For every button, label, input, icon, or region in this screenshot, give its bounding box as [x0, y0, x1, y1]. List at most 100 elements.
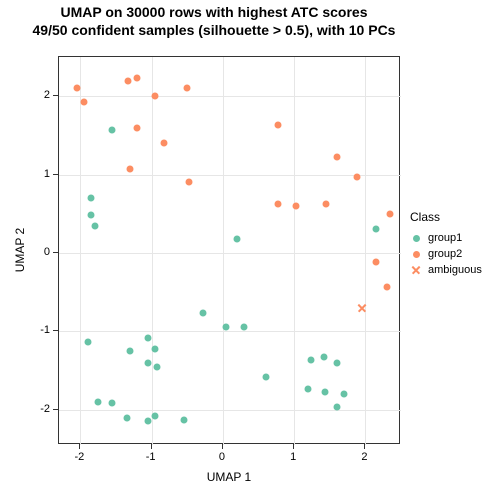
data-point-group2	[387, 210, 394, 217]
data-point-group1	[84, 338, 91, 345]
data-point-group2	[127, 166, 134, 173]
legend-swatch	[410, 232, 422, 244]
y-tick-label: -1	[40, 324, 50, 336]
x-tick-mark	[293, 444, 294, 449]
data-point-group1	[241, 323, 248, 330]
chart-title: UMAP on 30000 rows with highest ATC scor…	[0, 4, 428, 39]
data-point-group1	[109, 126, 116, 133]
data-point-group1	[373, 226, 380, 233]
x-tick-label: 2	[361, 451, 367, 463]
data-point-group1	[152, 412, 159, 419]
y-tick-mark	[53, 409, 58, 410]
data-point-group2	[373, 259, 380, 266]
data-point-group2	[293, 202, 300, 209]
data-point-group2	[134, 75, 141, 82]
y-tick-label: -2	[40, 403, 50, 415]
data-point-group1	[234, 235, 241, 242]
y-tick-label: 2	[44, 89, 50, 101]
x-tick-label: -1	[146, 451, 156, 463]
data-point-group2	[125, 77, 132, 84]
data-point-group1	[262, 373, 269, 380]
data-point-group2	[274, 201, 281, 208]
cross-icon	[411, 265, 421, 275]
data-point-group1	[333, 359, 340, 366]
legend-swatch	[410, 248, 422, 260]
scatter-chart: UMAP on 30000 rows with highest ATC scor…	[0, 0, 504, 504]
data-point-group1	[88, 212, 95, 219]
y-tick-mark	[53, 95, 58, 96]
data-point-group2	[73, 85, 80, 92]
data-point-group1	[341, 391, 348, 398]
data-point-group1	[95, 398, 102, 405]
legend-label: group1	[428, 232, 462, 244]
data-point-group2	[353, 173, 360, 180]
data-point-group2	[152, 93, 159, 100]
data-point-group2	[80, 99, 87, 106]
data-point-group1	[223, 324, 230, 331]
x-tick-mark	[222, 444, 223, 449]
x-tick-mark	[364, 444, 365, 449]
data-point-group1	[321, 354, 328, 361]
x-tick-label: 0	[219, 451, 225, 463]
legend-swatch	[410, 264, 422, 276]
legend-label: group2	[428, 248, 462, 260]
legend-label: ambiguous	[428, 264, 482, 276]
legend-item: ambiguous	[410, 262, 482, 278]
data-point-group2	[323, 201, 330, 208]
grid-line-h	[59, 410, 401, 411]
data-point-group1	[123, 414, 130, 421]
data-point-group1	[307, 356, 314, 363]
x-tick-label: -2	[74, 451, 84, 463]
y-axis-label: UMAP 2	[13, 228, 27, 272]
dot-icon	[413, 235, 420, 242]
grid-line-v	[80, 57, 81, 445]
legend: Class group1 group2 ambiguous	[410, 210, 482, 278]
data-point-group1	[305, 385, 312, 392]
data-point-group1	[333, 404, 340, 411]
grid-line-h	[59, 175, 401, 176]
grid-line-v	[365, 57, 366, 445]
y-tick-mark	[53, 252, 58, 253]
title-line-1: UMAP on 30000 rows with highest ATC scor…	[0, 4, 428, 22]
data-point-group1	[91, 222, 98, 229]
data-point-group2	[134, 124, 141, 131]
grid-line-v	[294, 57, 295, 445]
x-tick-mark	[79, 444, 80, 449]
y-tick-mark	[53, 330, 58, 331]
data-point-group2	[274, 122, 281, 129]
data-point-group2	[333, 154, 340, 161]
data-point-group1	[321, 389, 328, 396]
data-point-group2	[184, 85, 191, 92]
grid-line-v	[152, 57, 153, 445]
title-line-2: 49/50 confident samples (silhouette > 0.…	[0, 22, 428, 40]
data-point-group1	[109, 400, 116, 407]
grid-line-v	[223, 57, 224, 445]
grid-line-h	[59, 253, 401, 254]
dot-icon	[413, 251, 420, 258]
plot-area	[58, 56, 400, 444]
x-axis-label: UMAP 1	[207, 470, 251, 484]
data-point-group1	[199, 310, 206, 317]
data-point-group1	[152, 345, 159, 352]
data-point-group1	[127, 347, 134, 354]
grid-line-h	[59, 331, 401, 332]
data-point-ambiguous	[357, 303, 367, 313]
legend-item: group1	[410, 230, 482, 246]
data-point-group2	[186, 179, 193, 186]
data-point-group1	[88, 195, 95, 202]
grid-line-h	[59, 96, 401, 97]
x-tick-mark	[151, 444, 152, 449]
data-point-group1	[145, 359, 152, 366]
data-point-group2	[383, 283, 390, 290]
y-tick-mark	[53, 174, 58, 175]
x-tick-label: 1	[290, 451, 296, 463]
y-tick-label: 0	[44, 246, 50, 258]
legend-item: group2	[410, 246, 482, 262]
data-point-group1	[145, 334, 152, 341]
data-point-group1	[154, 363, 161, 370]
data-point-group2	[161, 140, 168, 147]
legend-title: Class	[410, 210, 482, 224]
data-point-group1	[180, 416, 187, 423]
y-tick-label: 1	[44, 168, 50, 180]
data-point-group1	[145, 418, 152, 425]
